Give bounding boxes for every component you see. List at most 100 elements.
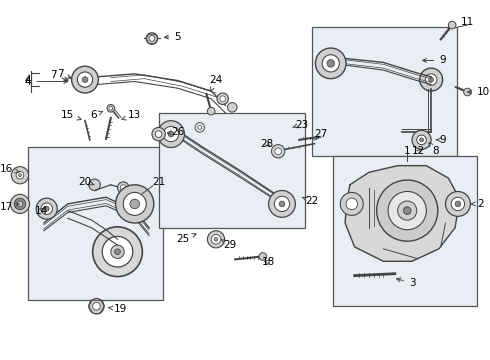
Circle shape	[322, 55, 340, 72]
Text: 4: 4	[24, 77, 31, 86]
Circle shape	[445, 192, 470, 216]
Circle shape	[195, 123, 204, 132]
Circle shape	[93, 227, 143, 276]
Circle shape	[89, 179, 100, 190]
Circle shape	[10, 194, 29, 213]
Circle shape	[388, 192, 426, 230]
Text: 5: 5	[164, 32, 181, 41]
Circle shape	[17, 201, 23, 207]
Text: 20: 20	[78, 177, 95, 187]
Circle shape	[82, 77, 88, 82]
Circle shape	[45, 206, 49, 211]
Circle shape	[227, 103, 237, 112]
Circle shape	[220, 96, 225, 102]
Circle shape	[152, 127, 165, 141]
Circle shape	[417, 135, 426, 145]
Text: 4: 4	[25, 77, 68, 86]
Text: 1: 1	[404, 146, 411, 156]
Circle shape	[316, 48, 346, 78]
Circle shape	[14, 198, 25, 210]
Circle shape	[77, 72, 93, 87]
Circle shape	[115, 249, 121, 255]
Circle shape	[168, 131, 174, 137]
Circle shape	[217, 93, 228, 104]
Polygon shape	[345, 166, 460, 261]
Text: 9: 9	[437, 135, 446, 145]
Text: 22: 22	[302, 196, 318, 206]
Circle shape	[121, 185, 126, 190]
Circle shape	[123, 193, 146, 215]
Circle shape	[147, 34, 157, 43]
Bar	[27, 147, 163, 300]
Circle shape	[111, 245, 124, 258]
Circle shape	[72, 66, 98, 93]
Circle shape	[163, 126, 179, 142]
Text: 19: 19	[108, 304, 127, 314]
Circle shape	[102, 237, 133, 267]
Circle shape	[275, 148, 281, 155]
Circle shape	[149, 36, 155, 41]
Circle shape	[36, 198, 57, 219]
Circle shape	[346, 198, 358, 210]
Circle shape	[149, 36, 155, 41]
Bar	[333, 156, 477, 306]
Circle shape	[429, 77, 434, 82]
Circle shape	[419, 68, 442, 91]
Text: 16: 16	[0, 163, 19, 174]
Text: 3: 3	[396, 278, 416, 288]
Text: 10: 10	[467, 87, 490, 97]
Text: 18: 18	[262, 257, 275, 267]
Circle shape	[448, 21, 456, 29]
Text: 26: 26	[168, 127, 184, 137]
Text: 27: 27	[315, 129, 328, 139]
Circle shape	[109, 106, 113, 110]
Text: 14: 14	[34, 206, 48, 216]
Circle shape	[207, 107, 215, 115]
Circle shape	[214, 237, 218, 241]
Text: 9: 9	[422, 55, 446, 66]
Circle shape	[118, 182, 129, 193]
Text: 4: 4	[24, 75, 31, 85]
Circle shape	[116, 185, 154, 223]
Text: 21: 21	[152, 177, 165, 187]
Circle shape	[425, 74, 437, 85]
Circle shape	[327, 59, 335, 67]
Text: 24: 24	[209, 75, 222, 91]
Circle shape	[155, 131, 162, 138]
Text: 13: 13	[122, 110, 141, 120]
Text: 15: 15	[61, 110, 81, 120]
Circle shape	[398, 201, 417, 220]
Circle shape	[207, 231, 224, 248]
Text: 7: 7	[57, 69, 63, 79]
Circle shape	[451, 197, 465, 211]
Circle shape	[19, 174, 22, 177]
Circle shape	[11, 167, 28, 184]
Circle shape	[259, 253, 267, 260]
Circle shape	[211, 234, 221, 244]
Text: 8: 8	[429, 143, 439, 156]
Text: 2: 2	[471, 199, 484, 209]
Circle shape	[377, 180, 438, 241]
Text: 12: 12	[412, 146, 425, 156]
Text: 25: 25	[176, 234, 196, 244]
Circle shape	[158, 121, 184, 148]
Circle shape	[269, 190, 295, 217]
Circle shape	[130, 199, 140, 209]
Circle shape	[271, 145, 285, 158]
Circle shape	[274, 196, 290, 212]
Circle shape	[403, 207, 411, 215]
Circle shape	[41, 203, 52, 215]
Text: 23: 23	[293, 120, 309, 130]
Text: 7: 7	[49, 70, 68, 81]
Circle shape	[146, 33, 158, 44]
Circle shape	[279, 201, 285, 207]
Circle shape	[455, 201, 461, 207]
Text: 17: 17	[0, 202, 19, 212]
Text: 11: 11	[461, 17, 474, 27]
Circle shape	[419, 138, 423, 142]
Bar	[312, 27, 457, 156]
Circle shape	[464, 88, 471, 96]
Circle shape	[93, 302, 100, 310]
Text: 28: 28	[260, 139, 273, 149]
Circle shape	[89, 298, 104, 314]
